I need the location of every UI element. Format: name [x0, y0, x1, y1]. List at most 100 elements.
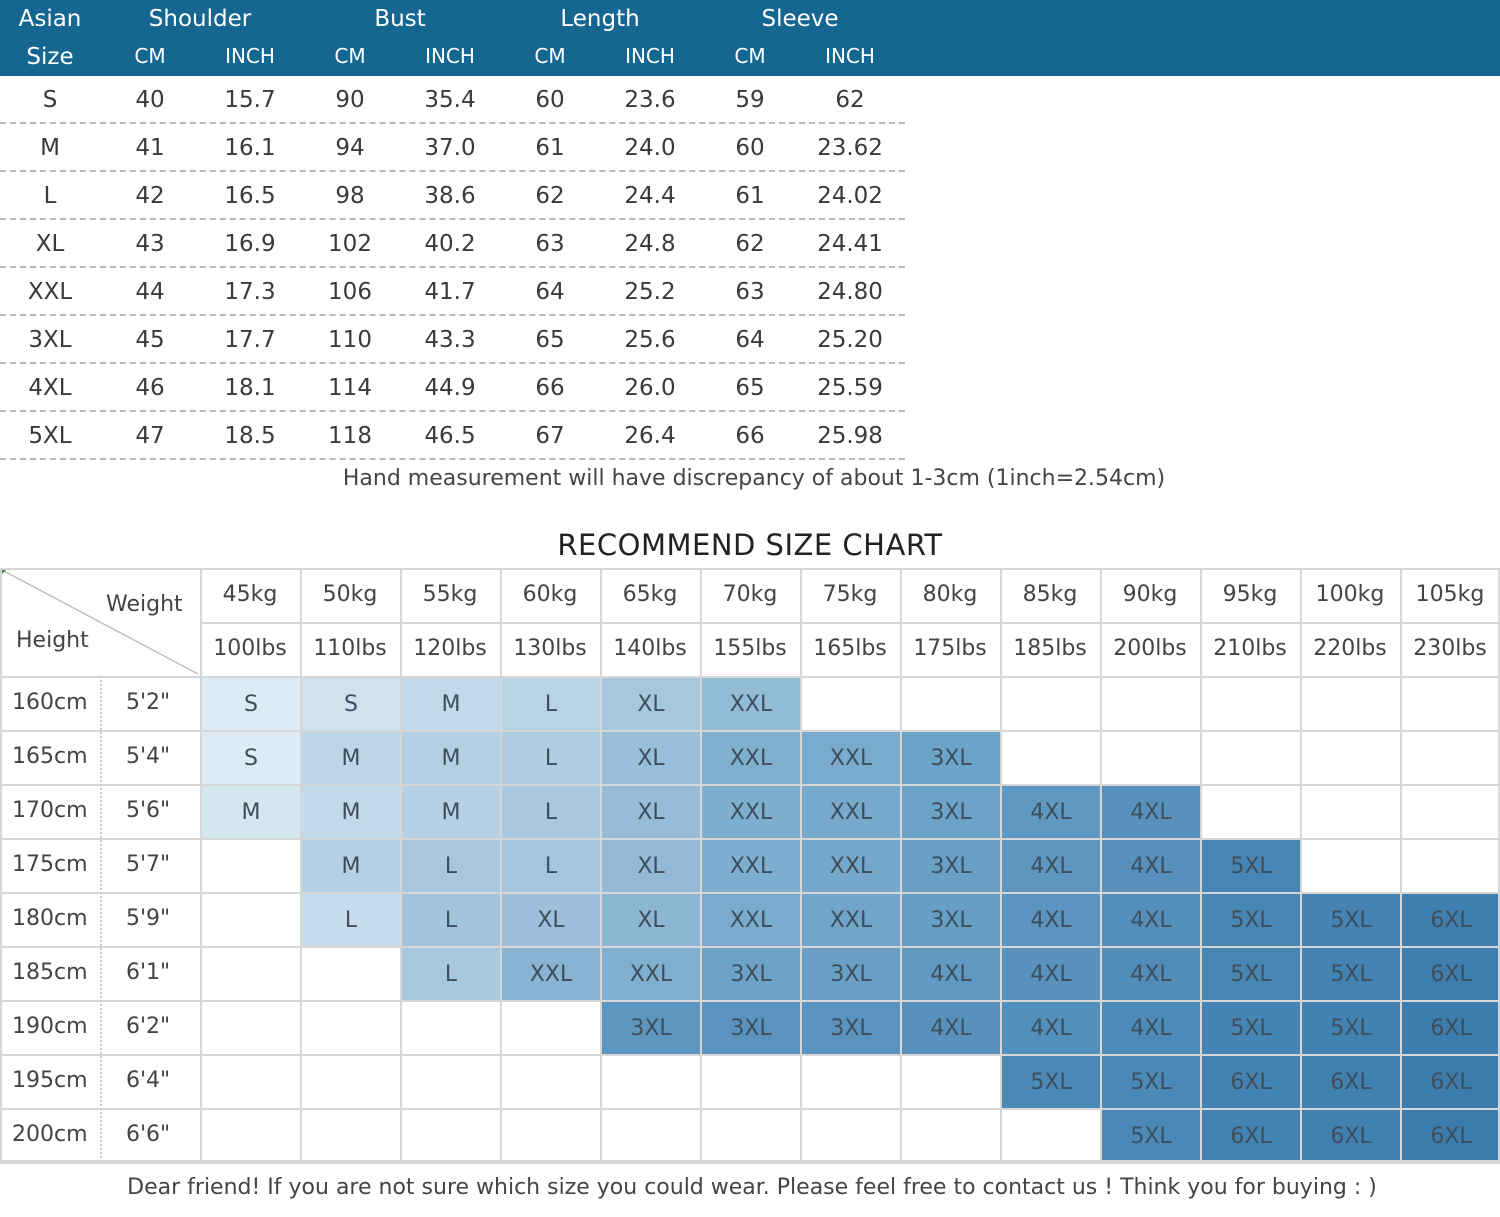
measurement-value: 25.59 [817, 375, 883, 401]
size-label: M [40, 135, 60, 161]
size-cell: XXL [802, 786, 900, 838]
measurement-value: 118 [328, 423, 372, 449]
height-ft-label: 6'4" [126, 1068, 171, 1093]
size-cell: XXL [702, 840, 800, 892]
size-cell: 4XL [1102, 786, 1200, 838]
size-cell: M [402, 678, 500, 730]
size-cell: XXL [702, 894, 800, 946]
size-cell: S [202, 732, 300, 784]
measurement-value: 59 [735, 87, 765, 113]
size-cell: XXL [702, 786, 800, 838]
measurement-value: 61 [535, 135, 565, 161]
size-cell: L [502, 840, 600, 892]
unit-header: INCH [625, 44, 675, 68]
grid-line [0, 1000, 1500, 1002]
size-cell: M [202, 786, 300, 838]
size-cell: 5XL [1302, 1002, 1400, 1054]
measurement-value: 67 [535, 423, 565, 449]
size-cell: 6XL [1402, 1002, 1500, 1054]
size-cell: XXL [502, 948, 600, 1000]
weight-lbs-header: 140lbs [613, 636, 687, 661]
size-cell: 4XL [1102, 894, 1200, 946]
grid-line [0, 676, 1500, 678]
measurement-value: 60 [535, 87, 565, 113]
measurement-value: 66 [735, 423, 765, 449]
grid-line [200, 622, 1500, 624]
measurement-note: Hand measurement will have discrepancy o… [342, 466, 1166, 491]
size-label: 3XL [28, 327, 72, 353]
height-cm-label: 195cm [12, 1068, 88, 1093]
size-cell: 3XL [802, 1002, 900, 1054]
height-ft-label: 6'2" [126, 1014, 171, 1039]
measurement-value: 37.0 [424, 135, 476, 161]
measurement-value: 65 [735, 375, 765, 401]
measurement-value: 62 [835, 87, 865, 113]
measurement-value: 102 [328, 231, 372, 257]
unit-header: INCH [225, 44, 275, 68]
measurement-value: 23.6 [624, 87, 676, 113]
size-cell: 3XL [902, 894, 1000, 946]
size-cell: S [202, 678, 300, 730]
size-cell: M [402, 732, 500, 784]
measurement-value: 41 [135, 135, 165, 161]
grid-line [0, 730, 1500, 732]
measurement-value: 106 [328, 279, 372, 305]
measurement-value: 24.4 [624, 183, 676, 209]
weight-lbs-header: 175lbs [913, 636, 987, 661]
grid-line [200, 568, 202, 1162]
weight-kg-header: 75kg [822, 582, 878, 607]
measurement-value: 42 [135, 183, 165, 209]
measurement-value: 47 [135, 423, 165, 449]
measurement-row: 5XL 47 18.5 118 46.5 67 26.4 66 25.98 [0, 412, 905, 460]
measurement-value: 63 [535, 231, 565, 257]
weight-lbs-header: 110lbs [313, 636, 387, 661]
measurement-value: 44 [135, 279, 165, 305]
grid-line [0, 784, 1500, 786]
unit-header: CM [334, 44, 366, 68]
size-cell: 5XL [1302, 948, 1400, 1000]
height-ft-label: 5'7" [126, 852, 171, 877]
grid-line [0, 1162, 1500, 1164]
size-cell: 4XL [1002, 786, 1100, 838]
measurement-value: 26.4 [624, 423, 676, 449]
weight-kg-header: 45kg [222, 582, 278, 607]
size-cell: L [402, 840, 500, 892]
weight-kg-header: 85kg [1022, 582, 1078, 607]
grid-line [1400, 568, 1402, 1162]
height-cm-label: 165cm [12, 744, 88, 769]
measurement-value: 64 [535, 279, 565, 305]
size-cell: 3XL [802, 948, 900, 1000]
corner-weight-label: Weight [106, 592, 183, 617]
size-cell: 3XL [702, 1002, 800, 1054]
size-cell: 4XL [1102, 840, 1200, 892]
unit-header: CM [734, 44, 766, 68]
measurement-value: 41.7 [424, 279, 476, 305]
measurement-value: 16.1 [224, 135, 276, 161]
grid-line [0, 1054, 1500, 1056]
measurement-value: 25.2 [624, 279, 676, 305]
measurement-value: 62 [535, 183, 565, 209]
grid-line [600, 568, 602, 1162]
size-label: XXL [27, 279, 73, 305]
header-sleeve: Sleeve [761, 6, 839, 32]
measurement-row: L 42 16.5 98 38.6 62 24.4 61 24.02 [0, 172, 905, 220]
height-ft-label: 6'6" [126, 1122, 171, 1147]
size-cell: XL [602, 732, 700, 784]
size-cell: 3XL [902, 786, 1000, 838]
size-cell: 6XL [1402, 894, 1500, 946]
grid-line [900, 568, 902, 1162]
height-cm-label: 175cm [12, 852, 88, 877]
header-shoulder: Shoulder [148, 6, 252, 32]
size-cell: 4XL [1002, 948, 1100, 1000]
weight-kg-header: 100kg [1315, 582, 1385, 607]
size-cell: 6XL [1402, 1110, 1500, 1162]
size-cell: XXL [702, 678, 800, 730]
unit-header: CM [534, 44, 566, 68]
measurement-row: 4XL 46 18.1 114 44.9 66 26.0 65 25.59 [0, 364, 905, 412]
measurement-value: 16.5 [224, 183, 276, 209]
measurement-value: 18.5 [224, 423, 276, 449]
size-cell: M [302, 786, 400, 838]
size-cell: S [302, 678, 400, 730]
measurement-value: 26.0 [624, 375, 676, 401]
unit-header: INCH [825, 44, 875, 68]
